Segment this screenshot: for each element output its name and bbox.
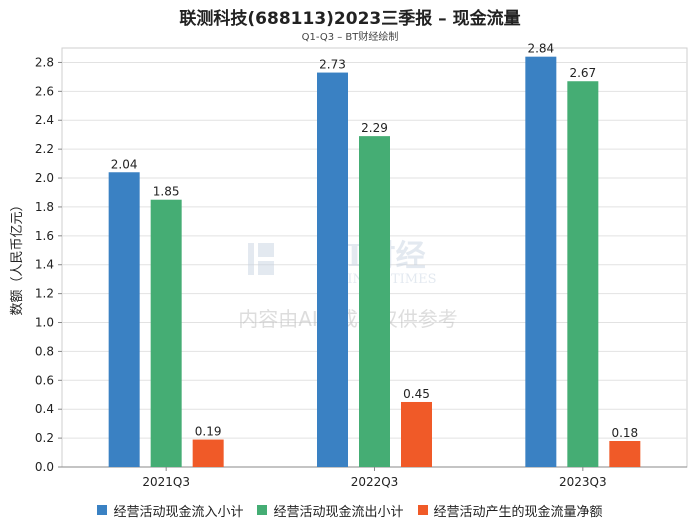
y-tick-label: 0.2 <box>35 431 54 445</box>
y-tick-label: 2.2 <box>35 142 54 156</box>
y-tick-label: 1.0 <box>35 316 54 330</box>
chart-title: 联测科技(688113)2023三季报 – 现金流量 <box>179 9 521 29</box>
data-label: 1.85 <box>153 185 180 199</box>
legend-swatch <box>257 505 268 515</box>
legend-label: 经营活动产生的现金流量净额 <box>433 504 603 520</box>
data-label: 0.18 <box>611 426 638 440</box>
y-tick-label: 1.4 <box>35 258 54 272</box>
y-tick-label: 0.8 <box>35 344 54 358</box>
bar <box>192 439 224 467</box>
bar <box>108 172 140 467</box>
y-tick-label: 2.8 <box>35 55 54 69</box>
data-label: 0.19 <box>195 425 222 439</box>
x-tick-label: 2022Q3 <box>351 475 399 489</box>
cash-flow-bar-chart: BT财经 BUSINESSTIMES 内容由AI生成，仅供参考 0.00.20.… <box>10 42 688 489</box>
watermark-logo-block <box>258 243 274 257</box>
y-tick-label: 2.6 <box>35 84 54 98</box>
y-tick-label: 1.6 <box>35 229 54 243</box>
data-label: 0.45 <box>403 387 430 401</box>
y-tick-label: 0.4 <box>35 402 54 416</box>
bar <box>567 81 599 468</box>
y-axis-label: 数额（人民币亿元） <box>10 198 25 315</box>
y-tick-label: 2.4 <box>35 113 54 127</box>
bar <box>317 72 348 467</box>
y-tick-label: 0.0 <box>35 460 54 474</box>
bar <box>525 56 557 467</box>
legend-item: 经营活动现金流入小计 <box>97 500 243 520</box>
data-label: 2.67 <box>569 66 596 80</box>
y-tick-label: 1.2 <box>35 287 54 301</box>
chart-subtitle: Q1-Q3 – BT财经绘制 <box>301 32 399 43</box>
data-label: 2.04 <box>111 157 138 171</box>
bar <box>150 199 182 467</box>
watermark-logo-block <box>258 261 274 275</box>
x-tick-label: 2023Q3 <box>559 475 607 489</box>
data-label: 2.29 <box>361 121 388 135</box>
bar <box>401 401 432 467</box>
y-tick-label: 0.6 <box>35 373 54 387</box>
data-label: 2.84 <box>527 42 554 56</box>
data-label: 2.73 <box>319 58 346 72</box>
y-tick-label: 2.0 <box>35 171 54 185</box>
data-labels: 2.04 1.85 0.19 2.73 2.29 0.45 2.84 2.67 0.18 <box>111 42 638 440</box>
legend-swatch <box>417 505 428 515</box>
legend-swatch <box>97 505 108 515</box>
bar <box>359 136 390 468</box>
bars <box>108 56 641 468</box>
legend-label: 经营活动现金流出小计 <box>273 504 404 520</box>
legend-label: 经营活动现金流入小计 <box>113 504 244 520</box>
x-tick-label: 2021Q3 <box>142 475 190 489</box>
watermark-logo-bar <box>248 243 254 275</box>
legend: 经营活动现金流入小计 经营活动现金流出小计 经营活动产生的现金流量净额 <box>0 500 700 520</box>
legend-item: 经营活动现金流出小计 <box>257 500 404 520</box>
legend-item: 经营活动产生的现金流量净额 <box>417 500 603 520</box>
bar <box>609 440 641 467</box>
y-tick-label: 1.8 <box>35 200 54 214</box>
